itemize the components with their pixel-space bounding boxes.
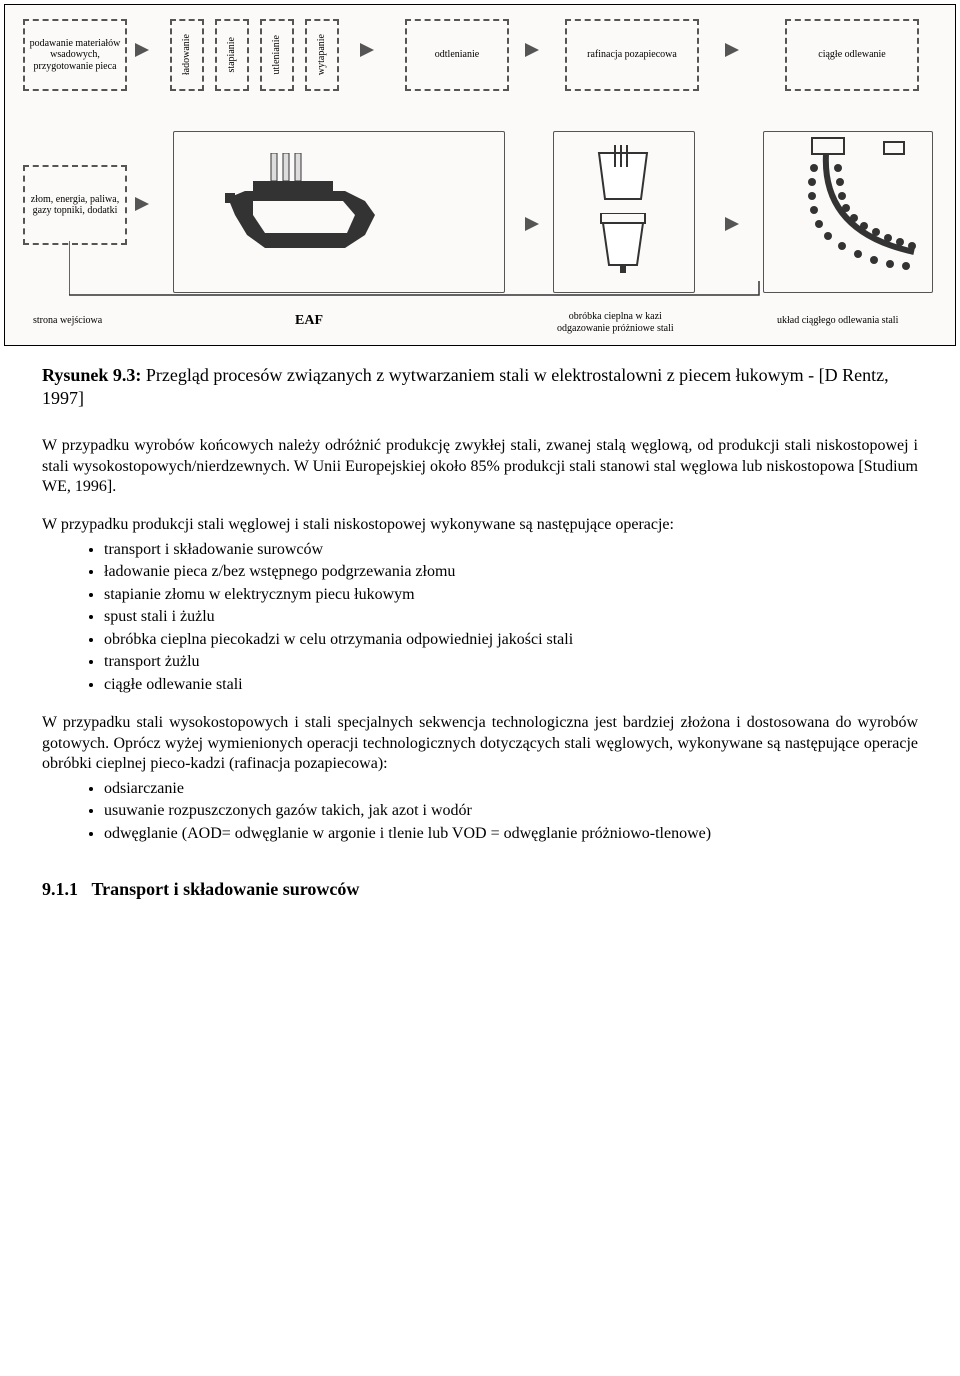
input-materials-box: złom, energia, paliwa, gazy topniki, dod… <box>23 165 127 245</box>
flow-arrow-icon <box>525 43 539 57</box>
diagram-caption-label: obróbka cieplna w kazi odgazowanie próżn… <box>557 311 674 334</box>
return-line <box>69 241 769 305</box>
list-item: spust stali i żużlu <box>104 607 918 627</box>
process-step-box: podawanie materiałów wsadowych, przygoto… <box>23 19 127 91</box>
operations-list-2: odsiarczanieusuwanie rozpuszczonych gazó… <box>42 779 918 844</box>
process-step-label: odtlenianie <box>435 49 479 61</box>
diagram-caption-label: układ ciągłego odlewania stali <box>777 315 898 327</box>
process-step-label: stapianie <box>226 37 238 73</box>
process-step-box: rafinacja pozapiecowa <box>565 19 699 91</box>
process-step-label: ładowanie <box>181 34 193 75</box>
process-step-box: wytapanie <box>305 19 339 91</box>
flow-arrow-icon <box>725 43 739 57</box>
process-step-label: wytapanie <box>316 34 328 75</box>
process-step-box: stapianie <box>215 19 249 91</box>
process-step-label: podawanie materiałów wsadowych, przygoto… <box>25 38 125 73</box>
list-item: odsiarczanie <box>104 779 918 799</box>
list-item: ładowanie pieca z/bez wstępnego podgrzew… <box>104 562 918 582</box>
flow-arrow-icon <box>135 197 149 211</box>
section-heading: 9.1.1 Transport i składowanie surowców <box>42 878 918 901</box>
list-item: ciągłe odlewanie stali <box>104 675 918 695</box>
paragraph-3: W przypadku stali wysokostopowych i stal… <box>42 713 918 774</box>
diagram-caption-label: strona wejściowa <box>33 315 102 327</box>
flow-arrow-icon <box>525 217 539 231</box>
list-item: transport i składowanie surowców <box>104 540 918 560</box>
process-step-label: ciągłe odlewanie <box>818 49 885 61</box>
process-step-label: rafinacja pozapiecowa <box>587 49 677 61</box>
paragraph-2-intro: W przypadku produkcji stali węglowej i s… <box>42 515 918 535</box>
list-item: transport żużlu <box>104 652 918 672</box>
flow-arrow-icon <box>360 43 374 57</box>
list-item: odwęglanie (AOD= odwęglanie w argonie i … <box>104 824 918 844</box>
input-materials-label: złom, energia, paliwa, gazy topniki, dod… <box>25 194 125 217</box>
section-number: 9.1.1 <box>42 879 78 899</box>
operations-list-1: transport i składowanie surowcówładowani… <box>42 540 918 695</box>
figure-caption: Rysunek 9.3: Przegląd procesów związanyc… <box>42 364 918 410</box>
flow-arrow-icon <box>725 217 739 231</box>
process-step-box: odtlenianie <box>405 19 509 91</box>
list-item: usuwanie rozpuszczonych gazów takich, ja… <box>104 801 918 821</box>
caption-text: Przegląd procesów związanych z wytwarzan… <box>42 365 889 408</box>
process-step-box: ładowanie <box>170 19 204 91</box>
paragraph-1: W przypadku wyrobów końcowych należy odr… <box>42 436 918 497</box>
process-step-box: ciągłe odlewanie <box>785 19 919 91</box>
process-step-label: utlenianie <box>271 35 283 74</box>
document-content: Rysunek 9.3: Przegląd procesów związanyc… <box>0 364 960 901</box>
list-item: stapianie złomu w elektrycznym piecu łuk… <box>104 585 918 605</box>
list-item: obróbka cieplna piecokadzi w celu otrzym… <box>104 630 918 650</box>
flow-arrow-icon <box>135 43 149 57</box>
process-step-box: utlenianie <box>260 19 294 91</box>
process-diagram: podawanie materiałów wsadowych, przygoto… <box>4 4 956 346</box>
continuous-casting-icon <box>763 131 933 293</box>
section-title: Transport i składowanie surowców <box>92 879 360 899</box>
caption-prefix: Rysunek 9.3: <box>42 365 141 385</box>
diagram-caption-label: EAF <box>295 313 323 329</box>
